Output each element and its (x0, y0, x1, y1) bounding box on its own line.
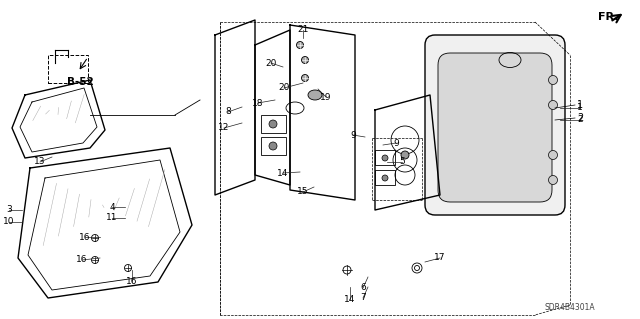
Text: 7: 7 (360, 293, 366, 302)
FancyBboxPatch shape (425, 35, 565, 215)
Ellipse shape (269, 120, 277, 128)
Text: 9: 9 (350, 130, 356, 139)
Text: 4: 4 (109, 203, 115, 211)
Text: 1: 1 (577, 100, 583, 110)
Ellipse shape (548, 76, 557, 85)
Text: 14: 14 (277, 168, 289, 177)
Text: 17: 17 (435, 254, 445, 263)
Text: 2: 2 (577, 113, 583, 123)
Ellipse shape (301, 75, 308, 81)
Text: 2: 2 (577, 115, 583, 124)
Bar (375, 170, 395, 185)
Bar (261, 137, 286, 155)
Ellipse shape (401, 151, 409, 159)
FancyBboxPatch shape (438, 53, 552, 202)
Text: 10: 10 (3, 218, 15, 226)
Text: 12: 12 (218, 123, 230, 132)
Text: 3: 3 (6, 205, 12, 214)
Text: 9: 9 (393, 138, 399, 147)
Text: 14: 14 (344, 295, 356, 305)
Ellipse shape (296, 41, 303, 48)
Text: 16: 16 (76, 256, 88, 264)
Text: 18: 18 (252, 99, 264, 108)
Text: 1: 1 (577, 103, 583, 113)
Text: 20: 20 (266, 58, 276, 68)
Text: 13: 13 (35, 158, 45, 167)
Text: 15: 15 (297, 188, 308, 197)
Ellipse shape (548, 151, 557, 160)
Text: 6: 6 (360, 284, 366, 293)
Bar (375, 150, 395, 165)
Text: 20: 20 (278, 84, 290, 93)
Text: B-52: B-52 (67, 77, 93, 87)
Ellipse shape (548, 100, 557, 109)
Ellipse shape (548, 175, 557, 184)
Text: 19: 19 (320, 93, 332, 101)
Bar (261, 115, 286, 133)
Ellipse shape (382, 155, 388, 161)
Text: FR.: FR. (598, 12, 618, 22)
Text: 16: 16 (126, 278, 138, 286)
Ellipse shape (308, 90, 322, 100)
Ellipse shape (301, 56, 308, 63)
Text: 16: 16 (79, 233, 91, 241)
Bar (48, 55, 88, 83)
Ellipse shape (269, 142, 277, 150)
Text: 8: 8 (225, 108, 231, 116)
Text: 5: 5 (399, 158, 405, 167)
Text: 11: 11 (106, 213, 118, 222)
Text: 21: 21 (298, 26, 308, 34)
Text: SDR4B4301A: SDR4B4301A (545, 303, 595, 313)
Ellipse shape (382, 175, 388, 181)
